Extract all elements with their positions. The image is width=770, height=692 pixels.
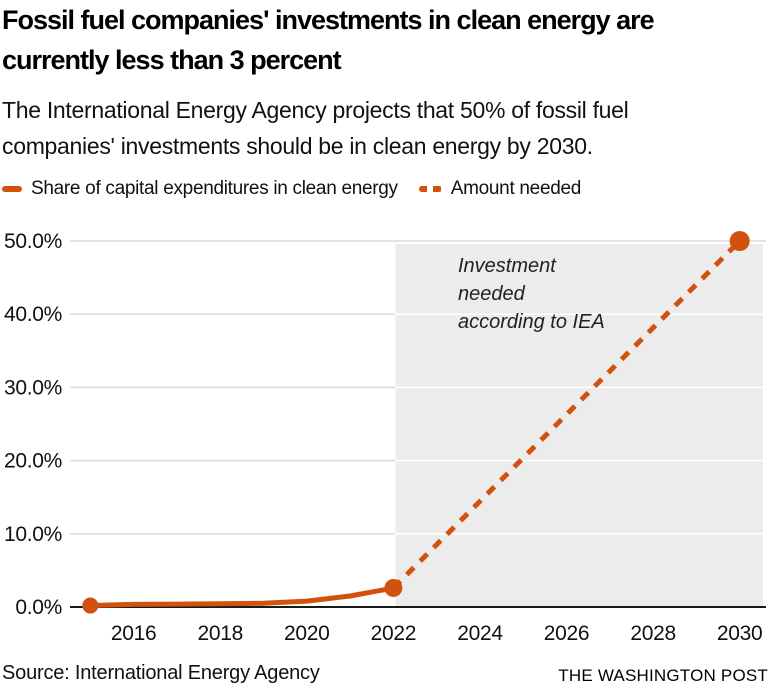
- chart-title: Fossil fuel companies' investments in cl…: [2, 0, 768, 80]
- legend-label-needed: Amount needed: [450, 178, 582, 199]
- y-tick-label: 0.0%: [15, 596, 62, 619]
- y-tick-label: 40.0%: [4, 303, 62, 326]
- legend-label-capex: Share of capital expenditures in clean e…: [31, 178, 398, 199]
- data-point-dot: [729, 231, 750, 251]
- series-line-dashed: [391, 239, 742, 590]
- x-tick-label: 2018: [197, 622, 243, 645]
- dashed-line-swatch-icon: [418, 186, 442, 192]
- x-tick-label: 2022: [371, 622, 417, 645]
- series-line-solid: [90, 585, 394, 608]
- source-note: Source: International Energy Agency: [2, 662, 320, 684]
- chart-title-line1: Fossil fuel companies' investments in cl…: [2, 5, 655, 35]
- chart-title-line2: currently less than 3 percent: [2, 45, 342, 75]
- y-tick-label: 10.0%: [4, 523, 62, 546]
- chart-canvas: 0.0% 10.0% 20.0% 30.0% 40.0% 50.0% 2016 2018 202…: [4, 230, 766, 645]
- x-tick-label: 2016: [111, 622, 157, 645]
- y-tick-label: 50.0%: [4, 230, 62, 253]
- x-tick-label: 2030: [717, 622, 763, 645]
- projection-annotation: Investment needed according to IEA: [458, 255, 605, 333]
- publisher-brand: THE WASHINGTON POST: [558, 666, 768, 685]
- solid-line-swatch-icon: [2, 186, 22, 192]
- x-tick-label: 2026: [544, 622, 590, 645]
- chart-subtitle: The International Energy Agency projects…: [2, 92, 768, 164]
- chart-subtitle-line2: companies' investments should be in clea…: [2, 133, 593, 159]
- x-tick-label: 2020: [284, 622, 330, 645]
- x-tick-label: 2028: [630, 622, 676, 645]
- data-point-dot: [82, 597, 99, 614]
- y-tick-label: 20.0%: [4, 450, 62, 473]
- y-tick-label: 30.0%: [4, 376, 62, 399]
- chart-legend: Share of capital expenditures in clean e…: [2, 178, 581, 200]
- projection-shading: [395, 244, 763, 607]
- chart-subtitle-line1: The International Energy Agency projects…: [2, 97, 629, 123]
- data-point-dot: [384, 578, 403, 597]
- x-tick-label: 2024: [457, 622, 503, 645]
- chart-area: 0.0% 10.0% 20.0% 30.0% 40.0% 50.0% 2016 2018 202…: [0, 225, 770, 655]
